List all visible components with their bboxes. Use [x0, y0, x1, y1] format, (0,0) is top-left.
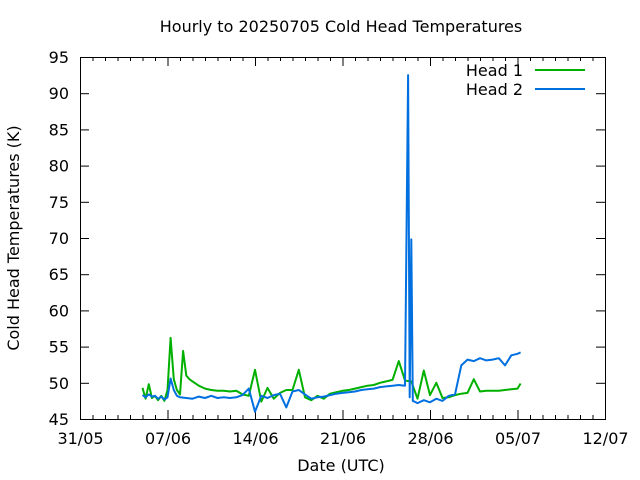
x-tick-label: 28/06: [407, 429, 453, 448]
y-tick-label: 50: [49, 374, 69, 393]
x-tick-label: 21/06: [320, 429, 366, 448]
x-tick-label: 12/07: [582, 429, 628, 448]
plot-area-frame: [80, 57, 606, 420]
y-tick-label: 70: [49, 229, 69, 248]
series-layer: [141, 74, 522, 413]
legend-label-1: Head 1: [466, 61, 523, 80]
y-axis: 45 50 55 60 65 70 75 80 85 90 95: [49, 48, 605, 429]
y-tick-label: 80: [49, 157, 69, 176]
x-tick-label: 14/06: [232, 429, 278, 448]
y-axis-label: Cold Head Temperatures (K): [4, 125, 23, 350]
y-tick-label: 85: [49, 120, 69, 139]
x-tick-label: 31/05: [57, 429, 103, 448]
y-tick-label: 75: [49, 193, 69, 212]
y-tick-label: 95: [49, 48, 69, 67]
y-tick-label: 65: [49, 265, 69, 284]
x-axis: 31/05 07/06 14/06 21/06 28/06 05/07 12/07: [57, 57, 629, 448]
x-axis-label: Date (UTC): [297, 456, 385, 475]
x-tick-label: 07/06: [145, 429, 191, 448]
series-line-1: [141, 336, 522, 403]
y-tick-label: 60: [49, 301, 69, 320]
y-tick-label: 45: [49, 410, 69, 429]
chart-title: Hourly to 20250705 Cold Head Temperature…: [160, 17, 522, 36]
y-tick-label: 90: [49, 84, 69, 103]
x-tick-label: 05/07: [495, 429, 541, 448]
series-line-2: [141, 74, 522, 413]
y-tick-label: 55: [49, 338, 69, 357]
legend-label-2: Head 2: [466, 80, 523, 99]
